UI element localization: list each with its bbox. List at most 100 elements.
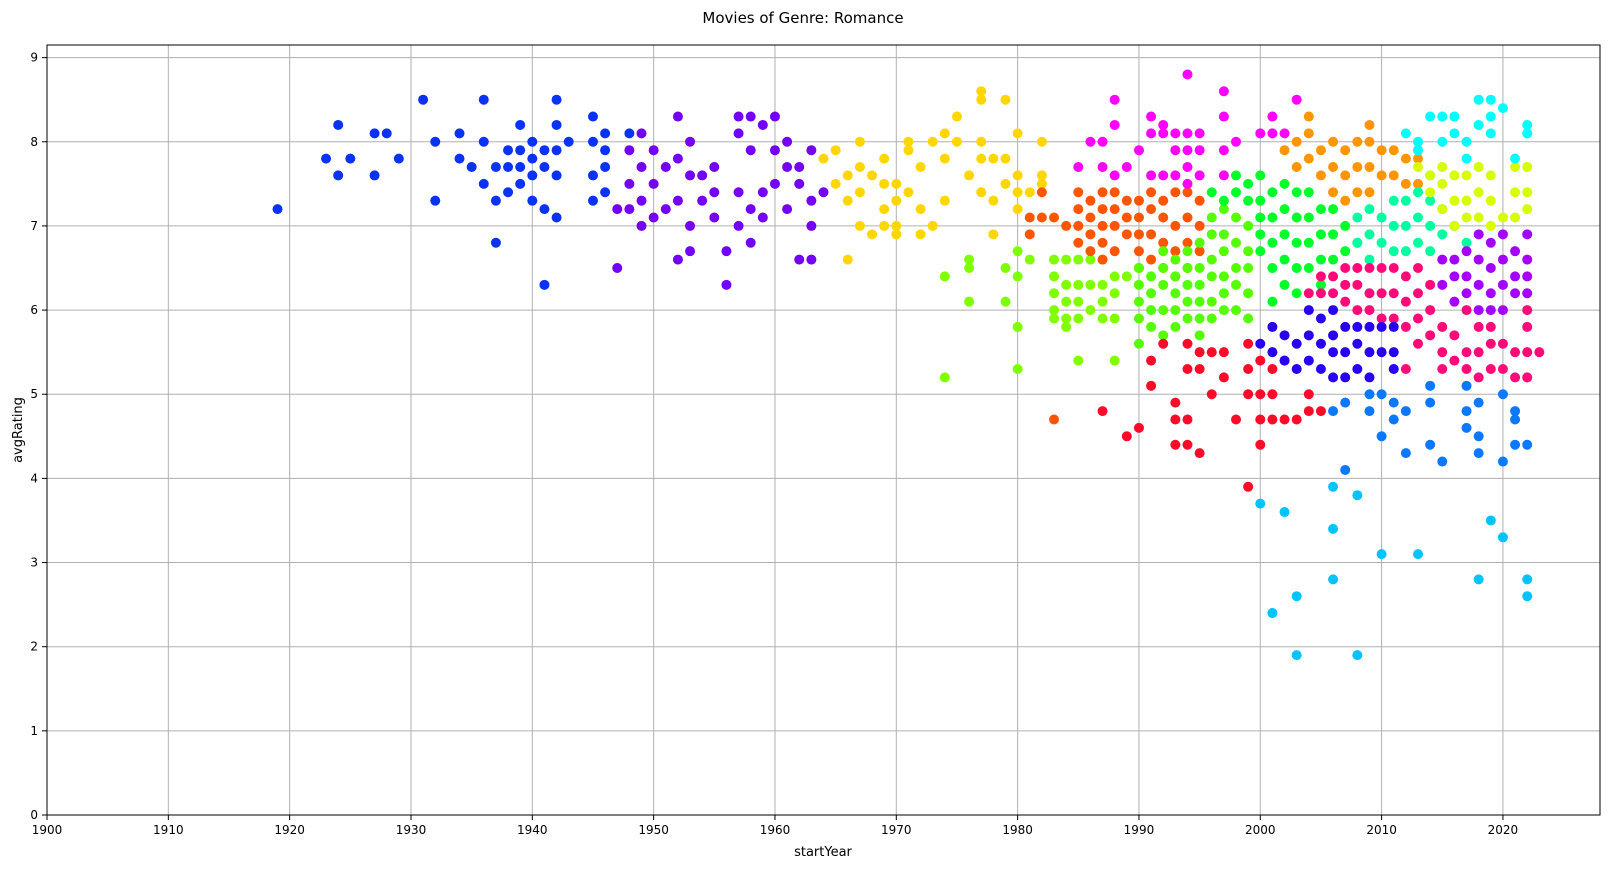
y-axis-label: avgRating bbox=[11, 397, 26, 463]
data-point bbox=[515, 162, 526, 173]
data-point bbox=[1315, 254, 1326, 265]
data-point bbox=[1206, 229, 1217, 240]
data-point bbox=[1497, 456, 1508, 467]
data-point bbox=[1170, 271, 1181, 282]
data-point bbox=[1510, 439, 1521, 450]
data-point bbox=[1133, 212, 1144, 223]
data-point bbox=[1073, 204, 1084, 215]
data-point bbox=[1146, 321, 1157, 332]
data-point bbox=[1049, 254, 1060, 265]
data-point bbox=[1510, 187, 1521, 198]
data-point bbox=[1437, 347, 1448, 358]
data-point bbox=[1497, 389, 1508, 400]
data-point bbox=[1352, 162, 1363, 173]
data-point bbox=[1303, 128, 1314, 139]
data-point bbox=[854, 220, 865, 231]
data-point bbox=[1036, 136, 1047, 147]
data-point bbox=[1036, 187, 1047, 198]
data-point bbox=[1340, 464, 1351, 475]
data-point bbox=[1352, 263, 1363, 274]
data-point bbox=[1182, 313, 1193, 324]
data-point bbox=[891, 220, 902, 231]
data-point bbox=[757, 187, 768, 198]
data-point bbox=[1497, 338, 1508, 349]
data-point bbox=[927, 220, 938, 231]
data-point bbox=[867, 170, 878, 181]
data-point bbox=[1182, 439, 1193, 450]
data-points bbox=[272, 69, 1545, 661]
data-point bbox=[1328, 481, 1339, 492]
data-point bbox=[1243, 246, 1254, 257]
data-point bbox=[1510, 271, 1521, 282]
data-point bbox=[454, 153, 465, 164]
data-point bbox=[1303, 406, 1314, 417]
data-point bbox=[988, 229, 999, 240]
data-point bbox=[515, 178, 526, 189]
data-point bbox=[1473, 187, 1484, 198]
data-point bbox=[1461, 380, 1472, 391]
data-point bbox=[1279, 128, 1290, 139]
data-point bbox=[1376, 347, 1387, 358]
data-point bbox=[1425, 187, 1436, 198]
data-point bbox=[1340, 195, 1351, 206]
data-point bbox=[1425, 439, 1436, 450]
data-point bbox=[1413, 136, 1424, 147]
data-point bbox=[1352, 136, 1363, 147]
data-point bbox=[1522, 119, 1533, 130]
data-point bbox=[1413, 187, 1424, 198]
data-point bbox=[1109, 220, 1120, 231]
data-point bbox=[1425, 279, 1436, 290]
data-point bbox=[1510, 162, 1521, 173]
data-point bbox=[1255, 128, 1266, 139]
x-tick-label: 1980 bbox=[1002, 823, 1033, 837]
data-point bbox=[1449, 170, 1460, 181]
data-point bbox=[1255, 195, 1266, 206]
data-point bbox=[1255, 414, 1266, 425]
data-point bbox=[1461, 288, 1472, 299]
y-axis-ticks: 0 1 2 3 4 5 6 7 8 9 bbox=[30, 51, 47, 822]
data-point bbox=[1158, 119, 1169, 130]
data-point bbox=[1097, 136, 1108, 147]
data-point bbox=[490, 162, 501, 173]
data-point bbox=[1146, 111, 1157, 122]
data-point bbox=[345, 153, 356, 164]
data-point bbox=[1255, 355, 1266, 366]
data-point bbox=[1133, 338, 1144, 349]
y-tick-label: 2 bbox=[30, 640, 38, 654]
y-tick-label: 6 bbox=[30, 303, 38, 317]
data-point bbox=[891, 178, 902, 189]
data-point bbox=[1315, 145, 1326, 156]
data-point bbox=[1267, 363, 1278, 374]
data-point bbox=[1388, 347, 1399, 358]
data-point bbox=[1158, 330, 1169, 341]
data-point bbox=[1182, 178, 1193, 189]
data-point bbox=[1182, 246, 1193, 257]
data-point bbox=[1461, 305, 1472, 316]
data-point bbox=[1024, 187, 1035, 198]
data-point bbox=[624, 128, 635, 139]
data-point bbox=[1522, 128, 1533, 139]
data-point bbox=[1073, 296, 1084, 307]
data-point bbox=[430, 136, 441, 147]
data-point bbox=[1158, 246, 1169, 257]
data-point bbox=[891, 229, 902, 240]
data-point bbox=[1291, 338, 1302, 349]
data-point bbox=[1376, 431, 1387, 442]
data-point bbox=[1449, 254, 1460, 265]
data-point bbox=[503, 145, 514, 156]
data-point bbox=[1243, 389, 1254, 400]
data-point bbox=[769, 178, 780, 189]
data-point bbox=[1291, 187, 1302, 198]
data-point bbox=[1231, 279, 1242, 290]
data-point bbox=[1206, 347, 1217, 358]
data-point bbox=[1267, 608, 1278, 619]
data-point bbox=[1364, 136, 1375, 147]
data-point bbox=[587, 111, 598, 122]
data-point bbox=[1473, 431, 1484, 442]
data-point bbox=[587, 170, 598, 181]
y-tick-label: 1 bbox=[30, 724, 38, 738]
data-point bbox=[1364, 389, 1375, 400]
data-point bbox=[503, 187, 514, 198]
x-tick-label: 1930 bbox=[396, 823, 427, 837]
data-point bbox=[1073, 313, 1084, 324]
